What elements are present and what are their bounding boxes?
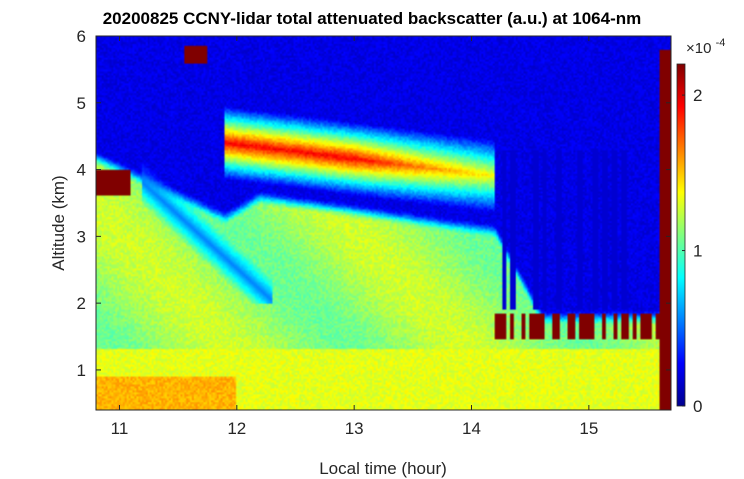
- colorbar-tick-label: 1: [693, 242, 702, 261]
- y-tick-label: 3: [77, 227, 86, 246]
- chart-title: 20200825 CCNY-lidar total attenuated bac…: [103, 9, 642, 28]
- x-axis-ticks: 11 12 13 14 15: [111, 36, 598, 438]
- x-tick-label: 14: [462, 419, 481, 438]
- x-tick-label: 12: [227, 419, 246, 438]
- axes-box: [95, 35, 672, 411]
- x-tick-label: 11: [111, 419, 129, 438]
- y-tick-label: 6: [77, 27, 86, 46]
- x-tick-label: 15: [579, 419, 598, 438]
- colorbar-tick-label: 0: [693, 397, 702, 416]
- x-tick-label: 13: [345, 419, 364, 438]
- y-tick-label: 5: [77, 94, 86, 113]
- y-tick-label: 1: [77, 361, 86, 380]
- colorbar-exponent-power: -4: [716, 37, 726, 49]
- y-tick-label: 4: [77, 161, 86, 180]
- colorbar-ticks: 0 1 2: [682, 86, 702, 416]
- x-axis-label: Local time (hour): [319, 459, 447, 478]
- y-axis-ticks: 1 2 3 4 5 6: [77, 27, 671, 380]
- colorbar-exponent: ×10 -4: [686, 37, 725, 57]
- colorbar-tick-label: 2: [693, 86, 702, 105]
- backscatter-heatmap: [96, 36, 671, 410]
- colorbar-gradient: [676, 63, 686, 407]
- colorbar-exponent-base: ×10: [686, 40, 711, 57]
- y-tick-label: 2: [77, 294, 86, 313]
- plot-area: [95, 35, 672, 411]
- colorbar: 0 1 2 ×10 -4: [676, 37, 725, 416]
- y-axis-label: Altitude (km): [49, 175, 68, 270]
